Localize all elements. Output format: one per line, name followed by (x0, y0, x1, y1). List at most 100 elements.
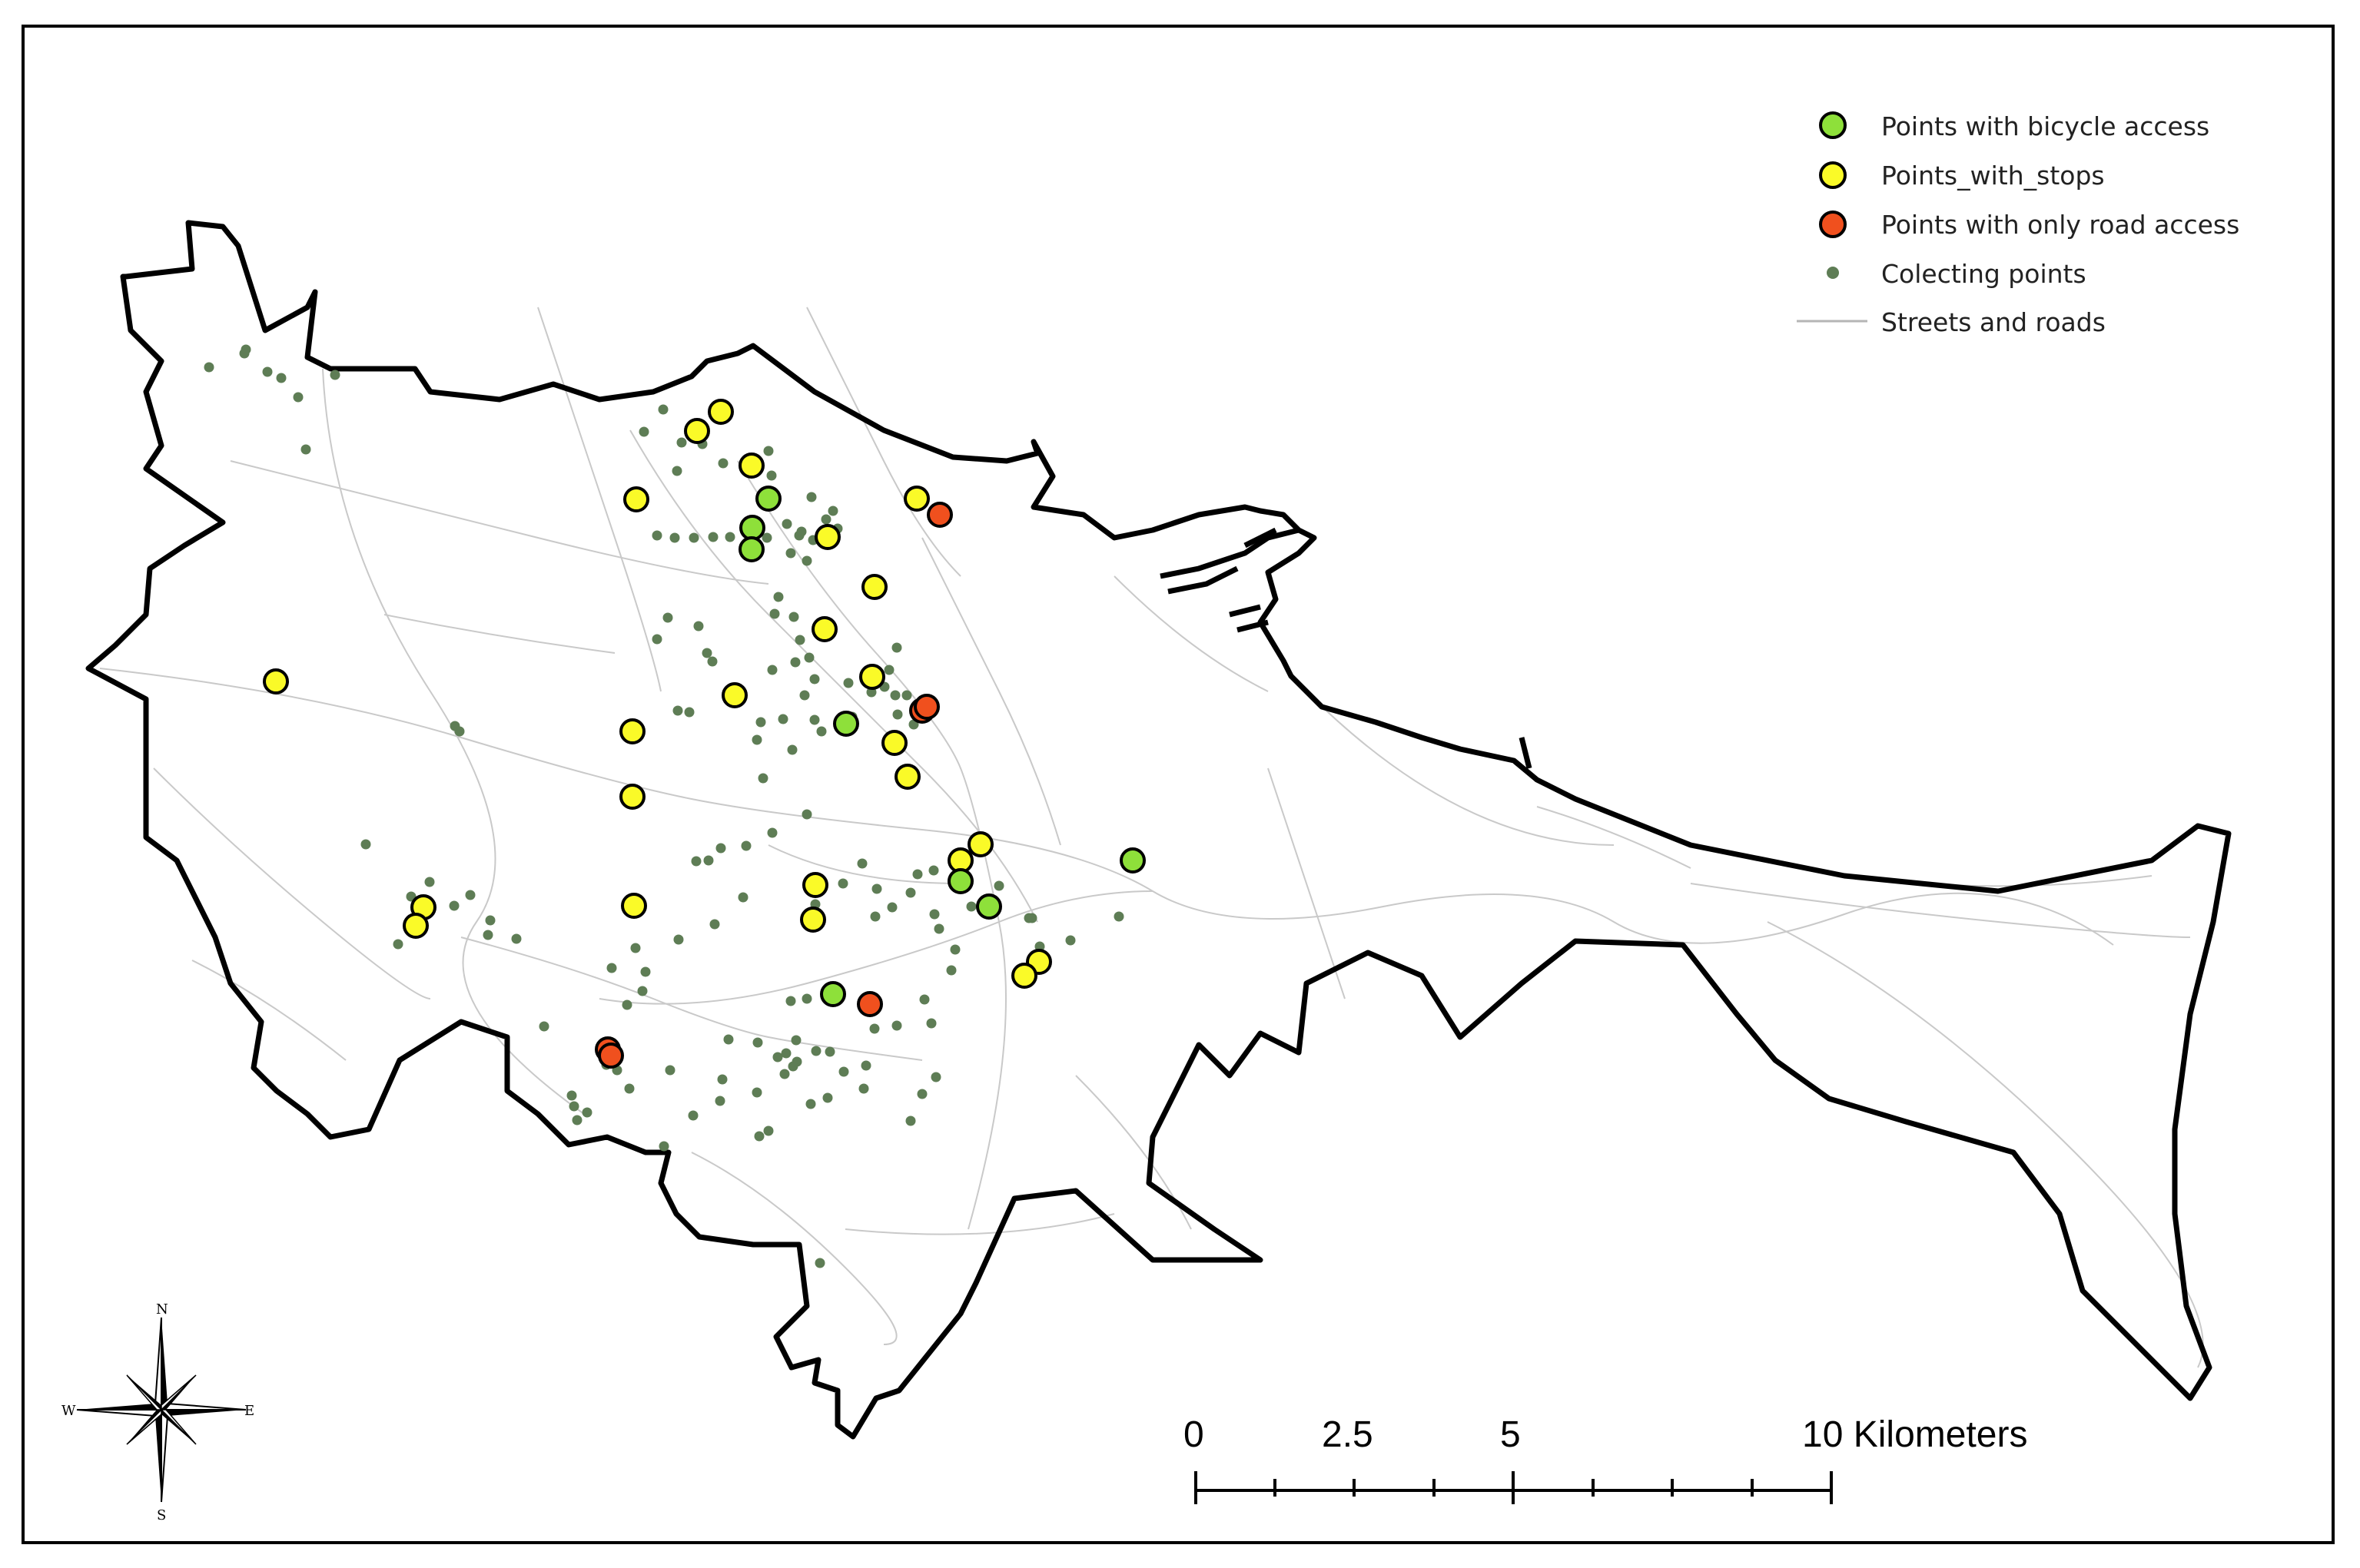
collecting-point (891, 1020, 902, 1031)
collecting-point (778, 714, 788, 724)
legend-symbol-stops (1819, 161, 1847, 189)
collecting-point (838, 1066, 849, 1077)
bicycle-access-point (820, 981, 846, 1007)
collecting-point (741, 840, 752, 851)
stop-point (403, 913, 429, 939)
stop-point (802, 872, 828, 898)
legend-label-collecting: Colecting points (1881, 259, 2086, 289)
collecting-point (934, 923, 944, 934)
collecting-point (994, 880, 1004, 891)
collecting-point (763, 446, 774, 456)
collecting-point (788, 1061, 798, 1072)
collecting-point (809, 674, 820, 685)
compass-s: S (157, 1507, 166, 1523)
scale-label-10-km: 10 Kilometers (1802, 1414, 2027, 1455)
collecting-point (241, 344, 251, 355)
legend-symbol-road-only (1819, 211, 1847, 238)
collecting-point (858, 1083, 869, 1094)
road-only-access-point (598, 1043, 624, 1069)
collecting-point (796, 526, 807, 537)
collecting-point (723, 1034, 734, 1045)
collecting-point (689, 532, 699, 543)
road-only-access-point (914, 694, 940, 720)
collecting-point (785, 996, 796, 1006)
collecting-point (929, 909, 940, 920)
collecting-point (772, 1052, 783, 1062)
collecting-point (454, 726, 465, 737)
stop-point (739, 452, 765, 479)
collecting-point (838, 878, 848, 889)
collecting-point (917, 1089, 928, 1099)
collecting-point (857, 858, 868, 869)
collecting-point (262, 366, 273, 377)
collecting-point (665, 1065, 675, 1076)
stop-point (684, 418, 710, 444)
collecting-point (828, 506, 838, 516)
collecting-point (688, 1110, 699, 1121)
collecting-point (622, 999, 632, 1010)
collecting-point (624, 1083, 635, 1094)
legend-symbol-collecting (1827, 267, 1839, 279)
stop-point (1011, 963, 1037, 989)
collecting-point (815, 1258, 825, 1268)
stop-point (904, 486, 930, 512)
collecting-point (1065, 935, 1076, 946)
collecting-point (802, 809, 812, 820)
collecting-point (707, 656, 718, 667)
compass-w: W (61, 1403, 76, 1419)
collecting-point (806, 492, 817, 502)
legend: Points with bicycle access Points_with_s… (1797, 111, 2239, 337)
scale-label-5: 5 (1500, 1414, 1521, 1455)
collecting-point (891, 642, 902, 653)
collecting-point (822, 1092, 833, 1103)
collecting-point (950, 944, 961, 955)
road-only-access-point (927, 502, 953, 528)
collecting-point (816, 726, 827, 737)
harbour-piers (1160, 527, 1532, 769)
collecting-point (861, 1060, 871, 1071)
stop-point (800, 907, 826, 933)
collecting-point (569, 1101, 579, 1112)
scale-bar: 0 2.5 5 10 Kilometers (1183, 1414, 2027, 1504)
collecting-point (811, 1046, 822, 1056)
collecting-point (485, 915, 496, 926)
collecting-point (781, 1048, 792, 1059)
collecting-point (966, 901, 977, 912)
collecting-point (779, 1069, 790, 1079)
collecting-point (483, 930, 493, 940)
collecting-point (766, 470, 777, 481)
collecting-point (890, 690, 901, 701)
stop-point (859, 664, 885, 690)
collecting-point (693, 621, 704, 632)
collecting-point (708, 532, 719, 542)
compass-rose-icon: N S E W (61, 1301, 254, 1523)
map-frame (22, 25, 2335, 1544)
collecting-point (919, 994, 930, 1005)
collecting-point (769, 608, 780, 619)
legend-symbol-bicycle (1819, 111, 1847, 139)
collecting-point (912, 869, 923, 880)
collecting-point (791, 1035, 802, 1046)
stop-point (722, 682, 748, 708)
stop-point (812, 616, 838, 642)
bicycle-access-point (833, 711, 859, 737)
streets-layer (99, 307, 2204, 1368)
collecting-point (825, 1046, 835, 1057)
legend-label-bicycle: Points with bicycle access (1881, 111, 2209, 141)
collecting-point (652, 634, 662, 645)
collecting-point (539, 1021, 549, 1032)
collecting-point (672, 705, 683, 716)
collecting-point (821, 514, 831, 525)
collecting-point (640, 966, 651, 977)
collecting-point (1027, 913, 1037, 923)
stop-point (881, 730, 908, 756)
bicycle-access-point (739, 536, 765, 562)
collecting-point (931, 1072, 941, 1082)
collecting-point (293, 392, 304, 403)
collecting-point (673, 934, 684, 945)
collecting-point (511, 933, 522, 944)
collecting-point (762, 532, 772, 543)
road-only-access-point (857, 991, 883, 1017)
collecting-point (691, 856, 702, 867)
collecting-point (606, 963, 617, 973)
